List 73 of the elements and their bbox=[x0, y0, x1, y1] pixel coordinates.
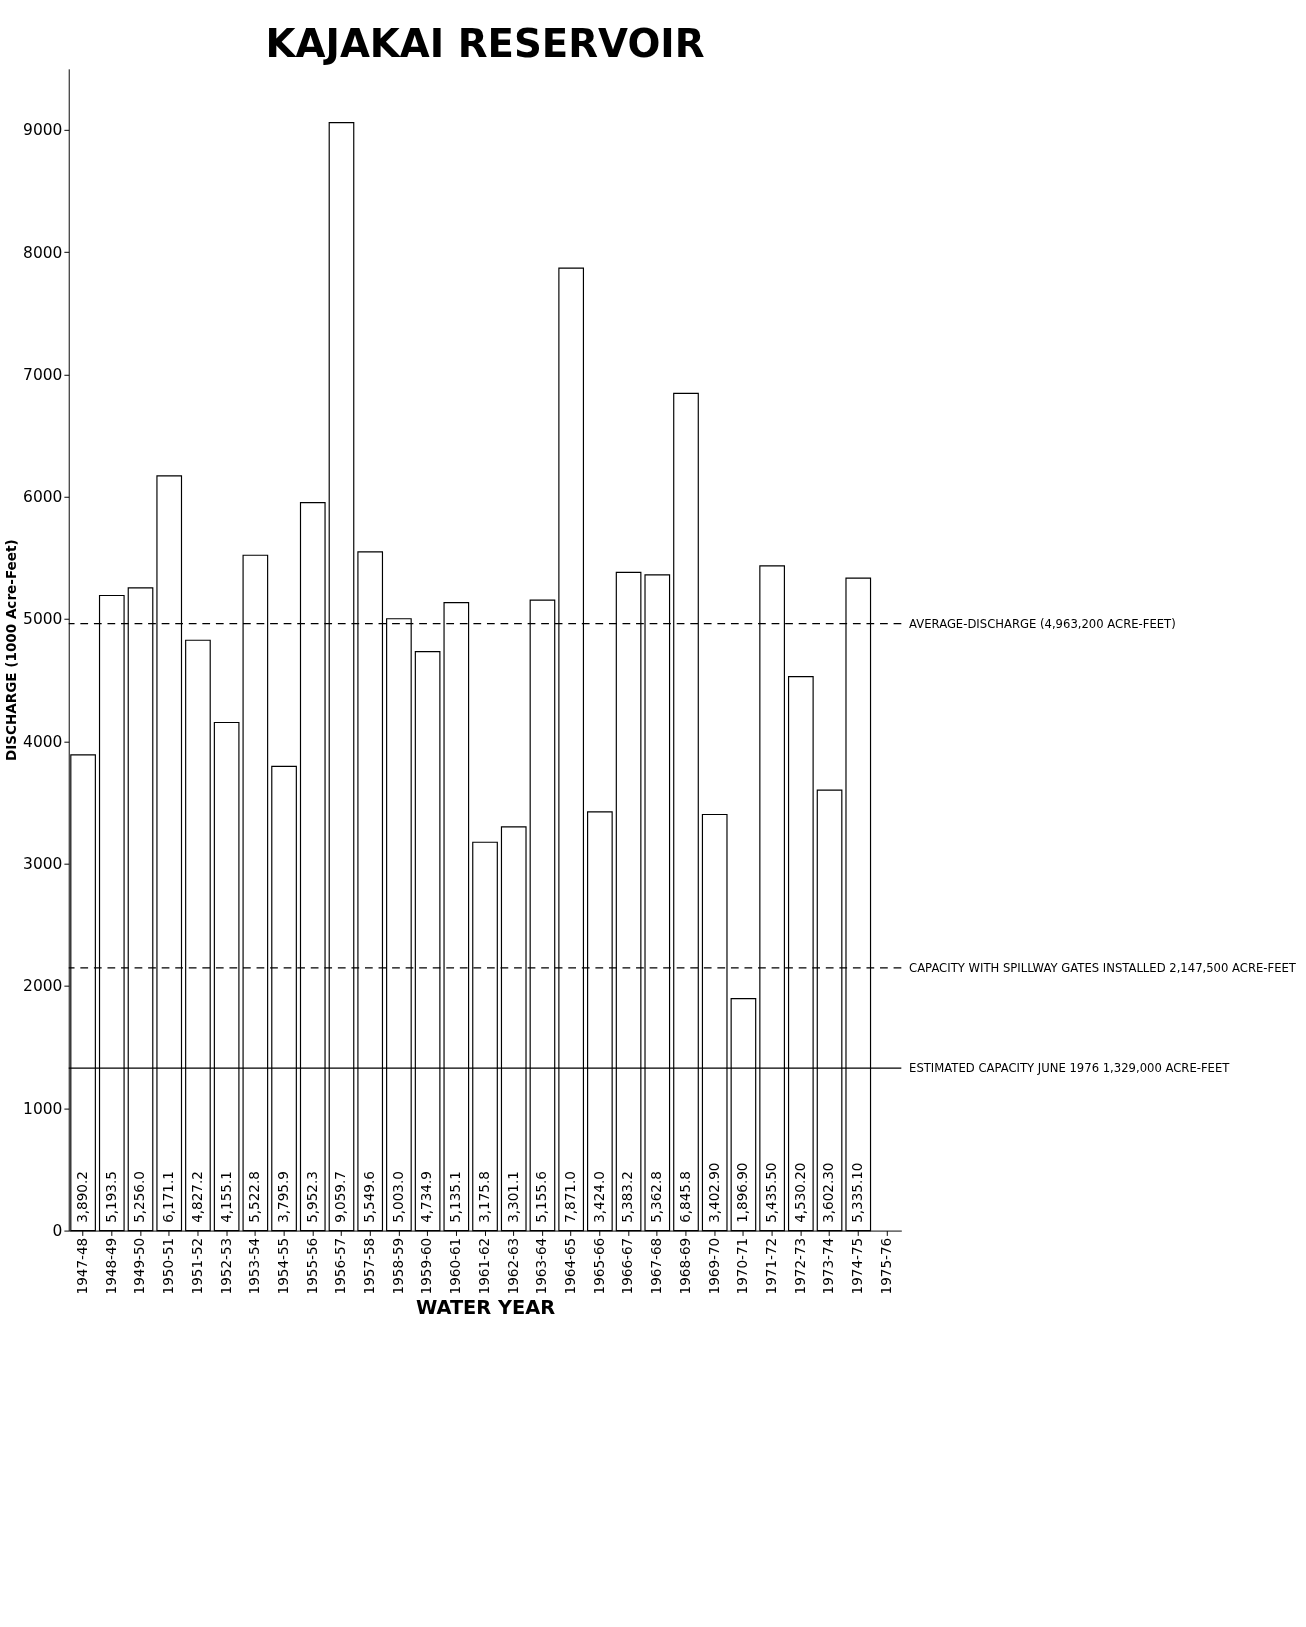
x-tick-label: 1971-72 bbox=[763, 1237, 779, 1295]
data-label: 4,155.1 bbox=[217, 1171, 234, 1223]
x-tick-label: 1960-61 bbox=[447, 1237, 464, 1295]
y-tick-label: 2000 bbox=[23, 977, 63, 996]
data-label: 7,871.0 bbox=[562, 1171, 579, 1223]
data-label: 5,003.0 bbox=[389, 1171, 406, 1223]
ref-line-label: AVERAGE-DISCHARGE (4,963,200 ACRE-FEET) bbox=[909, 616, 1176, 631]
data-label: 5,549.6 bbox=[361, 1171, 378, 1223]
y-tick-label: 9000 bbox=[23, 121, 63, 140]
data-label: 6,845.8 bbox=[676, 1171, 693, 1223]
x-tick-label: 1948-49 bbox=[102, 1237, 119, 1295]
x-tick-label: 1962-63 bbox=[504, 1237, 521, 1295]
data-label: 3,402.90 bbox=[705, 1162, 722, 1223]
data-label: 5,193.5 bbox=[102, 1171, 119, 1223]
data-label: 5,135.1 bbox=[447, 1171, 464, 1223]
y-tick-label: 8000 bbox=[23, 243, 63, 262]
x-tick-label: 1956-57 bbox=[332, 1237, 349, 1295]
x-tick-label: 1974-75 bbox=[849, 1237, 866, 1295]
x-tick-label: 1963-64 bbox=[533, 1237, 550, 1295]
y-tick-label: 6000 bbox=[23, 488, 63, 507]
x-tick-label: 1968-69 bbox=[676, 1237, 693, 1295]
data-label: 5,362.8 bbox=[648, 1171, 665, 1223]
x-tick-label: 1952-53 bbox=[217, 1237, 234, 1295]
data-label: 3,175.8 bbox=[475, 1171, 492, 1223]
data-label: 3,602.30 bbox=[820, 1162, 837, 1223]
data-label: 5,155.6 bbox=[533, 1171, 550, 1223]
data-label: 5,383.2 bbox=[619, 1171, 636, 1223]
x-tick-label: 1961-62 bbox=[475, 1237, 492, 1295]
data-label: 5,335.10 bbox=[849, 1162, 866, 1223]
x-tick-label: 1964-65 bbox=[562, 1237, 579, 1295]
data-label: 3,301.1 bbox=[504, 1171, 521, 1223]
x-tick-label: 1958-59 bbox=[389, 1237, 406, 1295]
data-label: 4,530.20 bbox=[791, 1162, 808, 1223]
x-tick-label: 1969-70 bbox=[705, 1237, 722, 1295]
x-tick-label: 1955-56 bbox=[303, 1237, 320, 1295]
ref-line-label: CAPACITY WITH SPILLWAY GATES INSTALLED 2,147,500 ACRE-FEET bbox=[909, 960, 1297, 975]
data-label: 5,435.50 bbox=[763, 1162, 779, 1223]
data-label: 1,896.90 bbox=[734, 1162, 751, 1223]
x-tick-label: 1954-55 bbox=[274, 1237, 291, 1295]
ref-line-label: ESTIMATED CAPACITY JUNE 1976 1,329,000 ACRE-FEET bbox=[909, 1060, 1231, 1075]
y-tick-label: 7000 bbox=[23, 365, 63, 384]
y-tick-label: 0 bbox=[52, 1221, 63, 1240]
x-tick-label: 1972-73 bbox=[791, 1237, 808, 1295]
x-tick-label: 1947-48 bbox=[73, 1237, 90, 1295]
y-tick-label: 3000 bbox=[23, 855, 63, 874]
x-tick-label: 1957-58 bbox=[361, 1237, 378, 1295]
x-tick-label: 1953-54 bbox=[246, 1237, 263, 1295]
y-tick-label: 4000 bbox=[23, 732, 63, 751]
x-tick-label: 1967-68 bbox=[648, 1237, 665, 1295]
x-tick-label: 1975-76 bbox=[877, 1237, 894, 1295]
x-tick-label: 1951-52 bbox=[188, 1237, 205, 1295]
data-label: 4,734.9 bbox=[418, 1171, 435, 1223]
data-label: 5,256.0 bbox=[131, 1171, 148, 1223]
x-tick-label: 1970-71 bbox=[734, 1237, 751, 1295]
x-tick-label: 1973-74 bbox=[820, 1237, 837, 1295]
data-label: 4,827.2 bbox=[188, 1171, 205, 1223]
data-label: 9,059.7 bbox=[332, 1171, 349, 1223]
x-tick-label: 1950-51 bbox=[160, 1237, 177, 1295]
y-tick-label: 5000 bbox=[23, 610, 63, 629]
data-label: 5,522.8 bbox=[246, 1171, 263, 1223]
x-tick-label: 1959-60 bbox=[418, 1237, 435, 1295]
x-tick-label: 1966-67 bbox=[619, 1237, 636, 1295]
data-label: 3,795.9 bbox=[274, 1171, 291, 1223]
x-axis-title: WATER YEAR bbox=[415, 1295, 556, 1319]
x-tick-label: 1965-66 bbox=[590, 1237, 607, 1295]
data-label: 3,424.0 bbox=[590, 1171, 607, 1223]
data-label: 5,952.3 bbox=[303, 1171, 320, 1223]
x-tick-label: 1949-50 bbox=[131, 1237, 148, 1295]
data-label: 6,171.1 bbox=[160, 1171, 177, 1223]
y-axis-title: DISCHARGE (1000 Acre-Feet) bbox=[3, 539, 20, 762]
y-tick-label: 1000 bbox=[23, 1099, 63, 1118]
chart-title: KAJAKAI RESERVOIR bbox=[265, 21, 705, 67]
data-label: 3,890.2 bbox=[73, 1171, 90, 1223]
